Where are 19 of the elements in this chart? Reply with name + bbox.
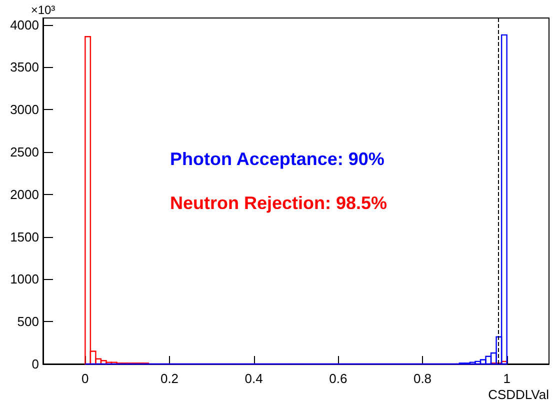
annotation: Neutron Rejection: 98.5% — [170, 193, 388, 213]
x-tick-label: 0.2 — [160, 371, 179, 386]
annotation: Photon Acceptance: 90% — [170, 149, 384, 169]
x-tick-label: 0 — [82, 371, 89, 386]
y-tick-label: 2500 — [10, 144, 39, 160]
y-tick-label: 2000 — [10, 186, 39, 202]
y-axis-title: ×10³ — [30, 3, 56, 17]
y-tick-label: 1000 — [10, 272, 39, 287]
x-tick-label: 0.8 — [413, 371, 432, 386]
x-tick-label: 0.4 — [244, 371, 263, 386]
y-tick-label: 1500 — [10, 229, 39, 244]
x-tick-label: 0.6 — [329, 371, 348, 386]
x-axis-title: CSDDLVal — [488, 387, 550, 402]
y-tick-label: 3000 — [10, 102, 39, 118]
y-tick-label: 500 — [17, 314, 39, 330]
x-tick-label: 1 — [503, 371, 510, 386]
y-tick-label: 4000 — [10, 17, 39, 32]
y-tick-label: 3500 — [10, 60, 39, 75]
y-tick-label: 0 — [32, 356, 39, 372]
